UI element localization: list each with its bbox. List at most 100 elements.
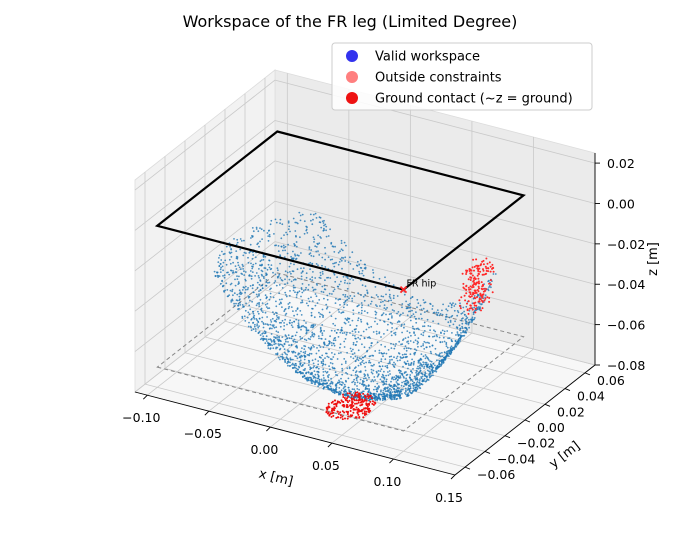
valid-point xyxy=(312,236,315,239)
valid-point xyxy=(246,316,249,319)
valid-point xyxy=(392,284,395,286)
valid-point xyxy=(370,325,373,328)
valid-point xyxy=(240,240,243,242)
valid-point xyxy=(387,349,390,351)
valid-point xyxy=(286,233,289,236)
valid-point xyxy=(261,274,263,277)
outside-constraint-point xyxy=(469,304,472,307)
valid-point xyxy=(461,322,464,325)
valid-point xyxy=(295,235,297,238)
valid-point xyxy=(267,344,269,347)
valid-point xyxy=(223,276,226,279)
valid-point xyxy=(359,338,361,340)
valid-point xyxy=(360,363,362,366)
x-axis-line xyxy=(134,391,456,476)
valid-point xyxy=(365,328,368,331)
valid-point xyxy=(225,282,228,285)
valid-point xyxy=(284,278,286,281)
valid-point xyxy=(385,280,388,283)
valid-point xyxy=(450,345,453,348)
valid-point xyxy=(295,344,298,347)
valid-point xyxy=(300,328,302,331)
valid-point xyxy=(354,383,356,386)
ground-contact-point xyxy=(343,411,346,414)
valid-point xyxy=(310,311,313,314)
valid-point xyxy=(429,360,431,362)
legend-marker-outside-constraints xyxy=(346,71,358,83)
valid-point xyxy=(274,336,277,339)
valid-point xyxy=(244,279,247,282)
valid-point xyxy=(242,254,245,257)
outside-constraint-point xyxy=(473,292,476,295)
valid-point xyxy=(312,375,314,377)
valid-point xyxy=(258,290,260,292)
valid-point xyxy=(370,296,373,299)
valid-point xyxy=(275,284,278,287)
valid-point xyxy=(468,318,470,321)
valid-point xyxy=(371,365,374,367)
valid-point xyxy=(344,388,347,391)
valid-point xyxy=(276,336,278,339)
valid-point xyxy=(387,323,389,326)
valid-point xyxy=(405,377,407,380)
valid-point xyxy=(351,319,354,322)
valid-point xyxy=(386,306,388,309)
valid-point xyxy=(362,359,364,362)
valid-point xyxy=(277,250,280,253)
valid-point xyxy=(415,373,418,376)
valid-point xyxy=(307,288,310,291)
valid-point xyxy=(423,340,426,343)
valid-point xyxy=(342,382,344,384)
valid-point xyxy=(433,329,435,332)
outside-constraint-point xyxy=(482,290,485,293)
valid-point xyxy=(279,325,282,328)
valid-point xyxy=(405,390,407,393)
valid-point xyxy=(375,304,377,306)
valid-point xyxy=(222,269,225,272)
valid-point xyxy=(391,386,394,388)
valid-point xyxy=(325,229,327,232)
valid-point xyxy=(278,344,280,347)
valid-point xyxy=(375,393,377,395)
ground-outline xyxy=(156,272,525,432)
valid-point xyxy=(221,279,224,282)
valid-point xyxy=(414,339,417,342)
valid-point xyxy=(264,332,267,334)
valid-point xyxy=(358,357,361,360)
z-tick-label: −0.04 xyxy=(607,277,645,292)
valid-point xyxy=(326,294,329,297)
valid-point xyxy=(390,342,392,345)
valid-point xyxy=(356,305,359,307)
valid-point xyxy=(280,340,282,343)
ground-contact-point xyxy=(362,416,365,419)
valid-point xyxy=(391,363,394,366)
valid-point xyxy=(285,295,288,298)
valid-point xyxy=(289,290,291,292)
valid-point xyxy=(301,375,304,378)
valid-point xyxy=(386,393,388,395)
ground-contact-point xyxy=(339,416,342,419)
valid-point xyxy=(457,311,460,314)
valid-point xyxy=(423,348,426,350)
valid-point xyxy=(361,272,363,275)
valid-point xyxy=(303,319,305,322)
valid-point xyxy=(306,232,309,234)
valid-point xyxy=(423,330,426,332)
valid-point xyxy=(431,371,434,374)
valid-point xyxy=(352,369,355,372)
z-tick-label: −0.08 xyxy=(607,358,645,373)
valid-point xyxy=(374,317,377,319)
valid-point xyxy=(422,307,425,310)
valid-point xyxy=(320,378,323,381)
valid-point xyxy=(322,374,325,377)
valid-point xyxy=(339,346,341,349)
valid-point xyxy=(379,319,381,322)
valid-point xyxy=(229,289,232,292)
valid-point xyxy=(314,358,317,361)
valid-point xyxy=(409,340,412,342)
valid-point xyxy=(394,331,397,334)
valid-point xyxy=(384,395,387,398)
ground-contact-point xyxy=(336,400,339,403)
valid-point xyxy=(258,305,261,307)
valid-point xyxy=(263,229,265,232)
